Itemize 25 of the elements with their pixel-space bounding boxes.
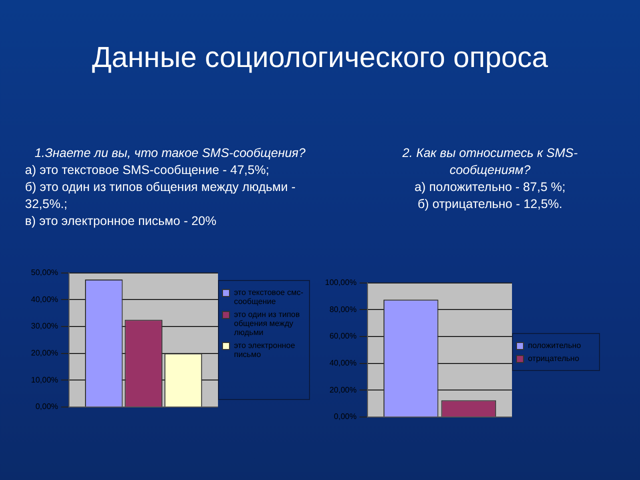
legend-label: это текстовое смс-сообщение [234, 288, 304, 306]
text: а) положительно - 87,5 %; [414, 179, 566, 196]
text: в) это электронное письмо - 20% [25, 213, 218, 230]
text: б) это один из типов общения между людьми - 32,5%.; [25, 179, 296, 213]
y-tick-label: 100,00% [324, 278, 357, 288]
chart-subtitle: 1.Знаете ли вы, что такое SMS-сообщения? [34, 145, 306, 162]
text: а) это текстовое SMS-сообщение - 47,5%; [25, 162, 270, 179]
legend-label: отрицательно [528, 354, 580, 363]
legend-label: это один из типов общения между людьми [234, 310, 301, 337]
chart-subtitle: 2. Как вы относитесь к SMS-сообщениям? [401, 145, 579, 179]
y-tick-label: 60,00% [329, 332, 357, 341]
legend-label: положительно [528, 341, 582, 350]
y-tick-label: 0,00% [35, 402, 58, 412]
legend-label: это электронное письмо [234, 341, 296, 359]
y-tick-label: 50,00% [30, 268, 58, 278]
y-tick-label: 10,00% [30, 375, 58, 384]
y-tick-label: 40,00% [329, 358, 357, 368]
y-tick-label: 40,00% [30, 294, 58, 304]
y-tick-label: 0,00% [334, 412, 357, 422]
y-tick-label: 80,00% [329, 304, 357, 314]
y-tick-label: 30,00% [30, 322, 58, 331]
text: Данные социологического опроса [91, 42, 549, 75]
text: б) отрицательно - 12,5%. [416, 196, 564, 213]
y-tick-label: 20,00% [329, 385, 357, 394]
y-tick-label: 20,00% [30, 348, 58, 358]
